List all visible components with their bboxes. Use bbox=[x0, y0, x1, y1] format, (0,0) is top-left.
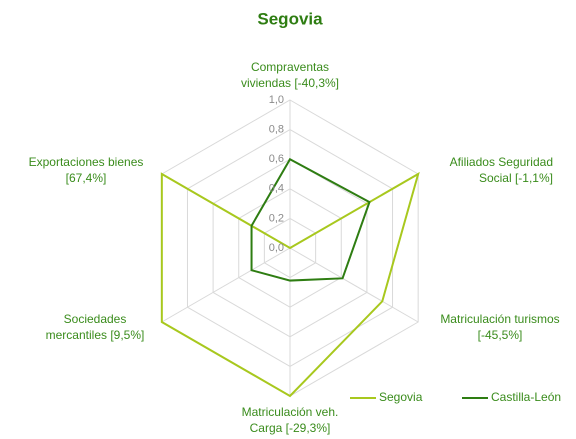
tick-label: 0,4 bbox=[269, 183, 284, 195]
tick-label: 0,8 bbox=[269, 124, 284, 136]
category-label: mercantiles [9,5%] bbox=[46, 328, 145, 342]
axis-spoke bbox=[289, 247, 419, 323]
axis-spoke bbox=[161, 247, 291, 323]
category-label: Social [-1,1%] bbox=[479, 171, 553, 185]
series-line bbox=[160, 171, 420, 398]
category-label: Exportaciones bienes bbox=[29, 155, 144, 169]
tick-label: 0,6 bbox=[269, 153, 284, 165]
category-label: Afiliados Seguridad bbox=[450, 155, 553, 169]
category-label: Carga [-29,3%] bbox=[250, 421, 331, 435]
chart-title: Segovia bbox=[257, 9, 323, 28]
category-label: viviendas [-40,3%] bbox=[241, 76, 339, 90]
tick-label: 0,2 bbox=[269, 212, 284, 224]
tick-label: 1,0 bbox=[269, 94, 284, 106]
category-label: Compraventas bbox=[251, 60, 329, 74]
category-label: [67,4%] bbox=[66, 171, 107, 185]
category-label: Matriculación turismos bbox=[440, 312, 559, 326]
category-label: Matriculación veh. bbox=[242, 405, 339, 419]
category-label: [-45,5%] bbox=[478, 328, 523, 342]
legend-label: Castilla-León bbox=[491, 390, 561, 404]
category-label: Sociedades bbox=[64, 312, 127, 326]
tick-label: 0,0 bbox=[269, 242, 284, 254]
legend-label: Segovia bbox=[379, 390, 423, 404]
series-line bbox=[250, 157, 371, 282]
